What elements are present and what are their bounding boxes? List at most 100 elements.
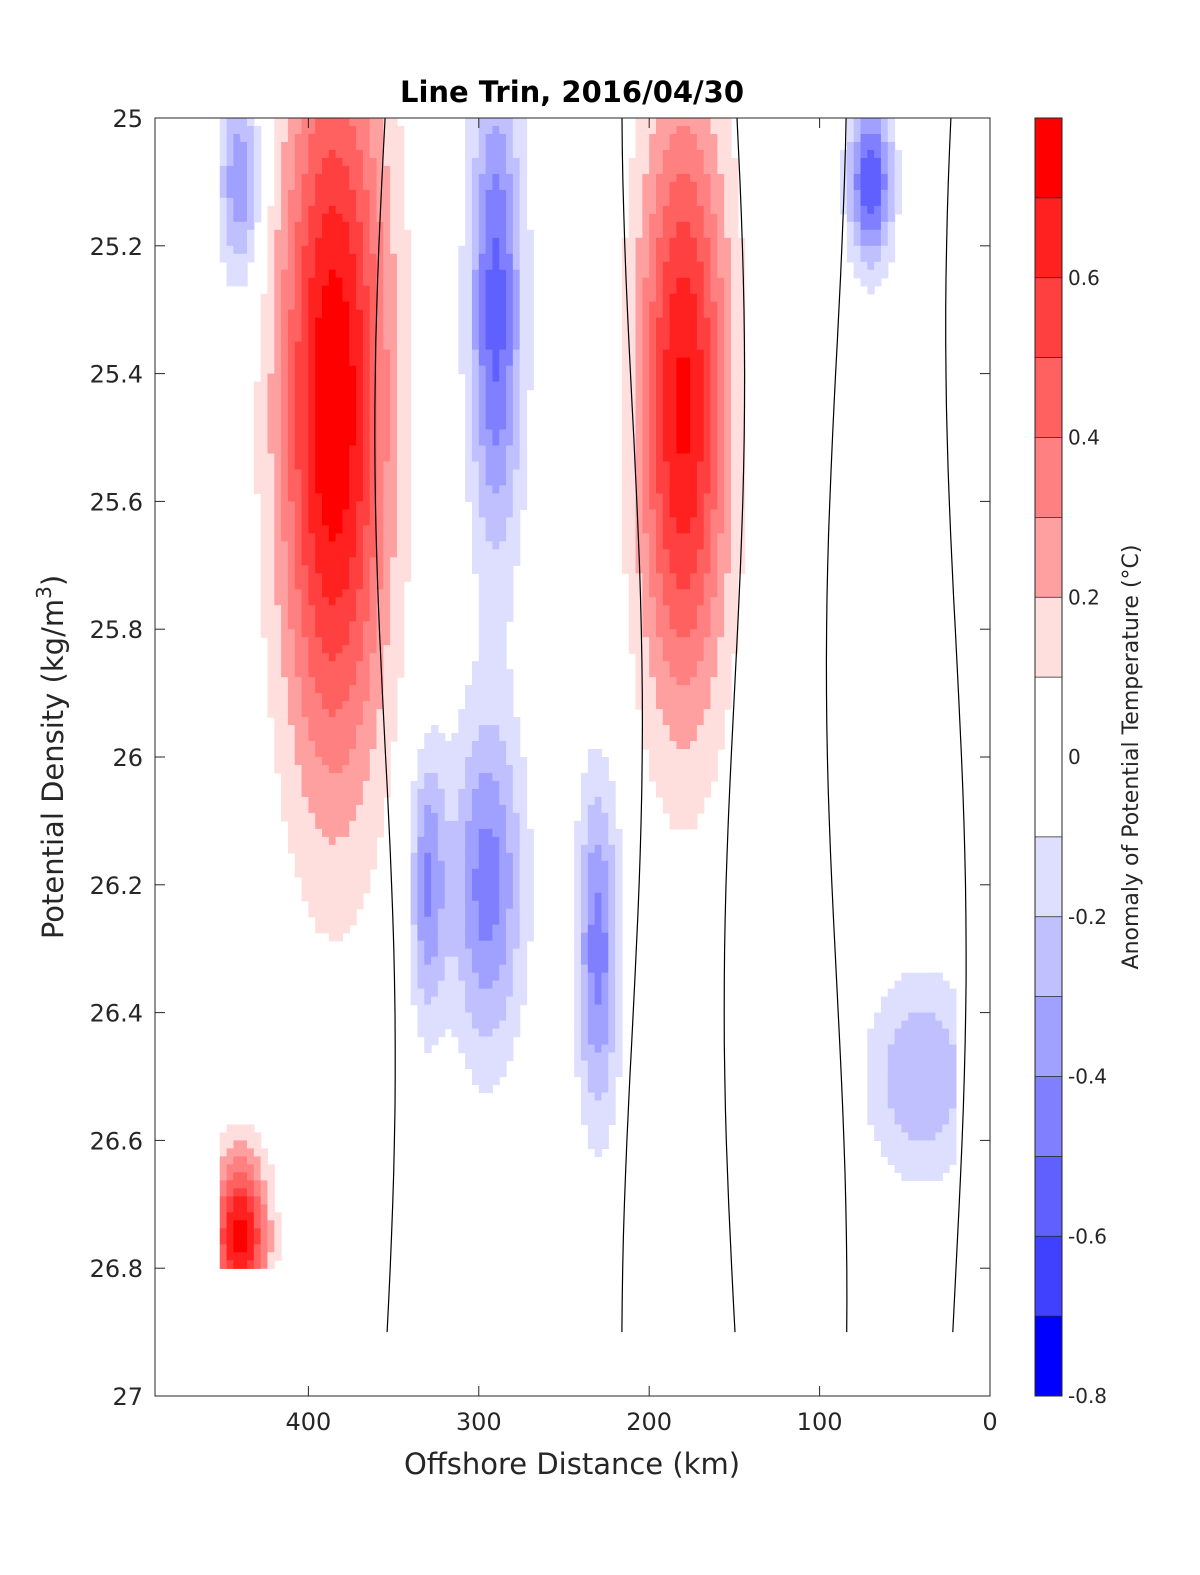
field-cell	[260, 1228, 269, 1237]
field-cell	[710, 764, 718, 774]
field-cell	[376, 405, 384, 415]
field-cell	[281, 309, 289, 319]
field-cell	[499, 197, 507, 207]
field-cell	[451, 796, 459, 806]
field-cell	[424, 884, 432, 894]
field-cell	[308, 661, 316, 670]
field-cell	[649, 701, 657, 710]
field-cell	[281, 733, 289, 742]
field-cell	[506, 757, 514, 766]
field-cell	[458, 269, 466, 279]
field-cell	[656, 557, 664, 566]
field-cell	[506, 804, 514, 814]
field-cell	[247, 141, 255, 151]
field-cell	[635, 437, 643, 447]
field-cell	[506, 533, 514, 542]
field-cell	[294, 749, 303, 758]
field-cell	[485, 605, 494, 614]
field-cell	[281, 533, 289, 542]
field-cell	[696, 133, 705, 143]
field-cell	[253, 125, 262, 135]
field-cell	[274, 293, 282, 303]
field-cell	[662, 317, 671, 327]
field-cell	[335, 733, 344, 742]
field-cell	[676, 133, 684, 143]
field-cell	[356, 565, 364, 574]
field-cell	[662, 365, 671, 375]
field-cell	[431, 836, 439, 846]
field-cell	[315, 269, 323, 279]
field-cell	[485, 637, 494, 646]
field-cell	[710, 677, 718, 686]
field-cell	[690, 533, 698, 542]
field-cell	[669, 373, 678, 383]
field-cell	[506, 892, 514, 902]
field-cell	[294, 541, 303, 550]
field-cell	[662, 613, 671, 622]
field-cell	[383, 565, 391, 574]
field-cell	[506, 405, 514, 415]
field-cell	[485, 1084, 494, 1094]
field-cell	[281, 557, 289, 566]
field-cell	[274, 205, 282, 215]
field-cell	[676, 421, 684, 431]
field-cell	[615, 1052, 623, 1062]
field-cell	[362, 549, 371, 558]
field-cell	[376, 261, 384, 271]
field-cell	[437, 741, 446, 750]
field-cell	[690, 764, 698, 774]
field-cell	[328, 884, 337, 894]
field-cell	[710, 573, 718, 582]
field-cell	[649, 253, 657, 263]
field-cell	[369, 804, 378, 814]
field-cell	[506, 868, 514, 878]
field-cell	[574, 844, 582, 854]
field-cell	[362, 669, 371, 678]
field-cell	[308, 573, 316, 582]
field-cell	[403, 501, 412, 510]
field-cell	[478, 413, 487, 423]
field-cell	[642, 637, 650, 646]
field-cell	[260, 525, 269, 534]
field-cell	[458, 1012, 466, 1022]
field-cell	[335, 828, 344, 838]
field-cell	[431, 964, 439, 974]
field-cell	[485, 701, 494, 710]
field-cell	[717, 261, 725, 271]
field-cell	[506, 844, 514, 854]
field-cell	[506, 573, 514, 582]
field-cell	[281, 221, 289, 231]
field-cell	[649, 549, 657, 558]
field-cell	[642, 549, 650, 558]
field-cell	[342, 828, 350, 838]
field-cell	[233, 157, 241, 167]
field-cell	[512, 173, 521, 183]
field-cell	[219, 1132, 228, 1141]
field-cell	[471, 701, 480, 710]
field-cell	[485, 549, 494, 558]
field-cell	[322, 365, 330, 375]
field-cell	[294, 533, 303, 542]
field-cell	[574, 876, 582, 886]
field-cell	[233, 1228, 241, 1237]
field-cell	[465, 860, 473, 870]
field-cell	[574, 980, 582, 990]
field-cell	[621, 557, 630, 566]
field-cell	[458, 365, 466, 375]
field-cell	[315, 437, 323, 447]
field-cell	[253, 445, 262, 455]
field-cell	[437, 996, 446, 1006]
field-cell	[478, 629, 487, 638]
field-cell	[621, 437, 630, 447]
field-cell	[376, 741, 384, 750]
field-cell	[342, 924, 350, 934]
field-cell	[471, 221, 480, 231]
field-cell	[465, 213, 473, 223]
field-cell	[356, 413, 364, 423]
field-cell	[690, 637, 698, 646]
field-cell	[349, 892, 357, 902]
field-cell	[362, 645, 371, 654]
field-cell	[260, 469, 269, 479]
field-cell	[635, 621, 643, 630]
field-cell	[478, 637, 487, 646]
